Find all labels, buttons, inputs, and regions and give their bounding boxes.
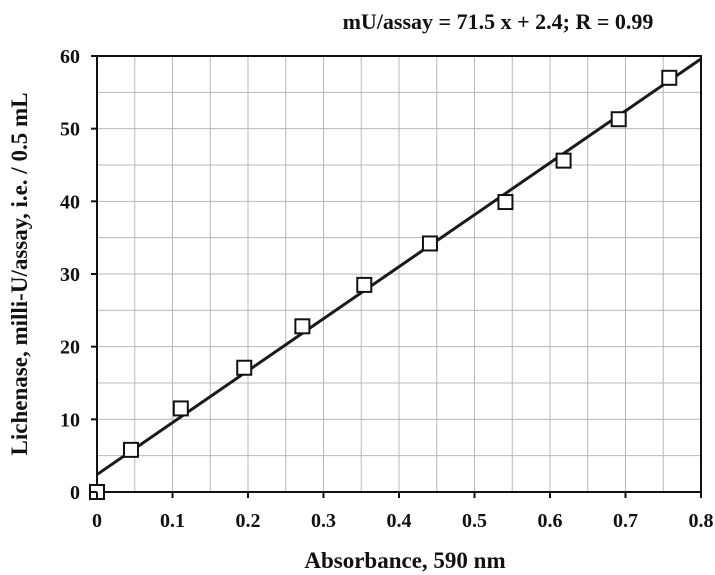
x-tick-label: 0.7 [613, 510, 638, 532]
y-tick-label: 20 [60, 337, 80, 359]
x-tick-label: 0.2 [236, 510, 261, 532]
x-tick-label: 0.6 [538, 510, 563, 532]
y-axis-label: Lichenase, milli-U/assay, i.e. / 0.5 mL [7, 93, 32, 456]
data-point-marker [555, 152, 572, 169]
fit-line [96, 57, 702, 476]
fit-line-group [96, 57, 702, 476]
x-tick-label: 0.5 [462, 510, 487, 532]
x-tick-label: 0.1 [160, 510, 185, 532]
y-tick-label: 0 [70, 482, 80, 504]
data-point-marker [236, 359, 253, 376]
data-point-marker [421, 235, 438, 252]
data-point-marker [610, 111, 627, 128]
data-point-marker [356, 276, 373, 293]
y-tick-label: 60 [60, 46, 80, 68]
y-tick-label: 50 [60, 119, 80, 141]
data-points [89, 69, 678, 500]
data-point-marker [122, 441, 139, 458]
data-point-marker [172, 400, 189, 417]
x-tick-label: 0.8 [689, 510, 714, 532]
x-axis-ticks: 0 0.1 0.2 0.3 0.4 0.5 0.6 0.7 0.8 [92, 492, 714, 532]
data-point-marker [661, 69, 678, 86]
y-tick-label: 10 [60, 409, 80, 431]
x-tick-label: 0.3 [311, 510, 336, 532]
data-point-marker [497, 194, 514, 211]
y-tick-label: 40 [60, 191, 80, 213]
y-tick-label: 30 [60, 264, 80, 286]
data-point-marker [294, 318, 311, 335]
x-tick-label: 0 [92, 510, 102, 532]
chart-equation: mU/assay = 71.5 x + 2.4; R = 0.99 [343, 9, 654, 34]
x-axis-label: Absorbance, 590 nm [304, 548, 505, 573]
x-tick-label: 0.4 [387, 510, 412, 532]
y-axis-ticks: 0 10 20 30 40 50 60 [60, 46, 97, 504]
